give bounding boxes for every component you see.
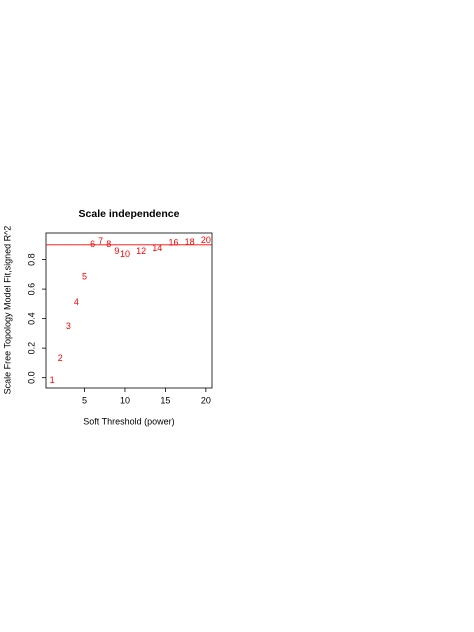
point-label: 12 [136,246,146,256]
y-tick-label: 0.8 [26,253,36,266]
x-tick-label: 5 [82,395,87,405]
y-tick-label: 0.6 [26,283,36,296]
point-label: 18 [185,237,195,247]
point-label: 10 [120,249,130,259]
point-label: 3 [66,321,71,331]
point-label: 2 [58,353,63,363]
point-label: 8 [106,239,111,249]
plot-frame [45,232,213,389]
point-label: 5 [82,272,87,282]
x-tick-label: 10 [120,395,130,405]
x-axis-label: Soft Threshold (power) [83,416,174,426]
y-tick-label: 0.4 [26,312,36,325]
point-label: 6 [90,239,95,249]
point-label: 1 [50,375,55,385]
point-label: 9 [114,246,119,256]
point-label: 20 [201,235,211,245]
x-tick-label: 15 [160,395,170,405]
x-tick-label: 20 [201,395,211,405]
chart-title: Scale independence [79,208,180,220]
point-label: 16 [168,238,178,248]
y-axis-label: Scale Free Topology Model Fit,signed R^2 [2,226,12,395]
y-tick-label: 0.2 [26,342,36,355]
point-label: 7 [98,236,103,246]
y-tick-label: 0.0 [26,371,36,384]
point-label: 14 [152,243,162,253]
point-label: 4 [74,297,79,307]
